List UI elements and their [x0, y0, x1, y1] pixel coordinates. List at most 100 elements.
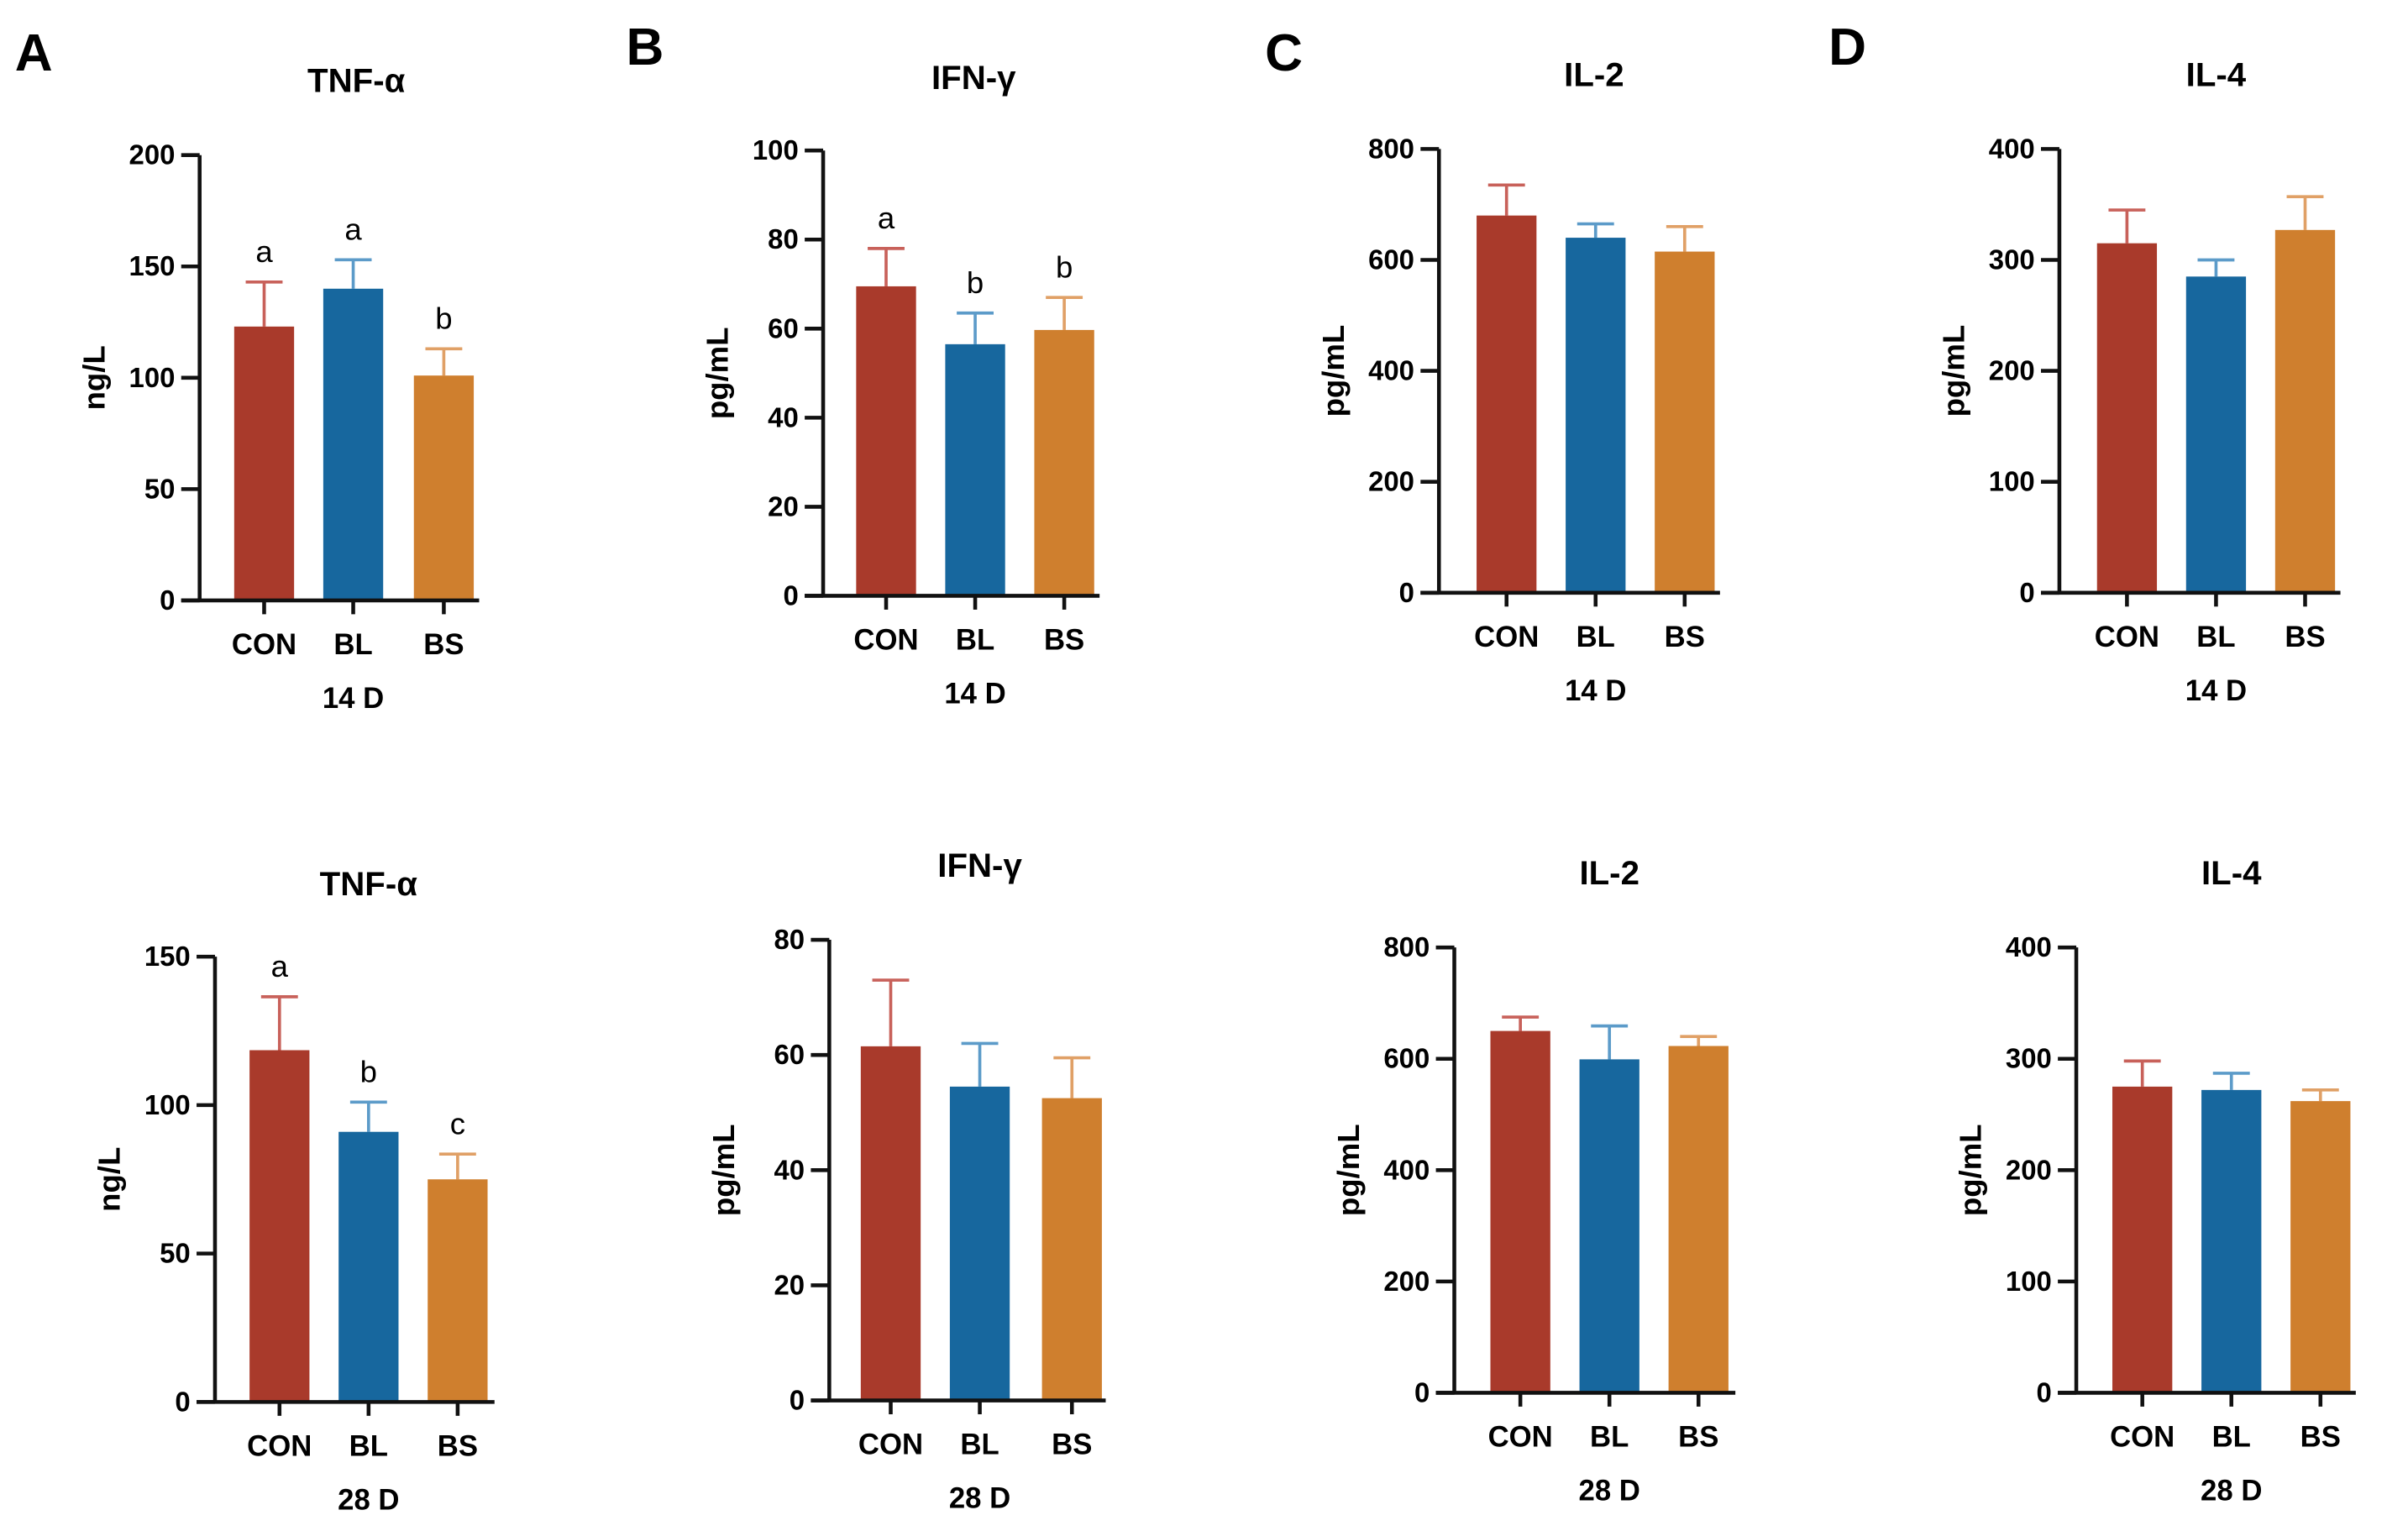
y-tick-label: 100	[129, 362, 176, 393]
y-axis-label: pg/mL	[700, 328, 735, 420]
panel-letter: B	[627, 18, 664, 76]
bar-bs	[1655, 251, 1715, 593]
significance-letter: a	[344, 212, 362, 247]
y-tick-label: 150	[129, 250, 176, 281]
x-tick-label: BL	[333, 629, 372, 661]
x-tick-label: BS	[438, 1430, 478, 1462]
y-tick-label: 0	[783, 579, 798, 611]
y-tick-label: 0	[1414, 1376, 1430, 1408]
y-axis-label: pg/mL	[1331, 1124, 1366, 1216]
y-tick-label: 200	[1368, 466, 1414, 497]
chart-title: IL-4	[2201, 854, 2262, 892]
chart-panel-3: C IL-2 pg/mL CON BL BS 14 D 0 200 400 600 800	[1265, 24, 1720, 707]
y-axis-label: pg/mL	[1937, 325, 1971, 417]
x-tick-label: CON	[1474, 621, 1539, 653]
y-tick-label: 200	[2006, 1154, 2052, 1185]
chart-title: IL-2	[1579, 854, 1639, 892]
y-tick-label: 40	[768, 401, 799, 433]
bar-bl	[945, 343, 1005, 596]
bar-bs	[2274, 229, 2336, 593]
y-tick-label: 600	[1383, 1043, 1430, 1074]
chart-panel-7: IL-2 pg/mL CON BL BS 28 D 0 200 400 600 800	[1331, 854, 1736, 1507]
y-axis-label: pg/mL	[1316, 325, 1351, 417]
x-axis-label: 14 D	[323, 683, 384, 715]
y-tick-label: 20	[774, 1269, 805, 1300]
x-tick-label: CON	[2110, 1421, 2175, 1453]
bar-con	[860, 1046, 921, 1401]
bar-bl	[1566, 238, 1626, 593]
bar-bs	[1668, 1046, 1729, 1393]
x-tick-label: BS	[1665, 621, 1705, 653]
chart-title: IFN-γ	[937, 847, 1022, 884]
chart-title: IFN-γ	[931, 59, 1016, 97]
x-tick-label: CON	[247, 1430, 312, 1462]
y-tick-label: 50	[160, 1238, 191, 1269]
x-axis-label: 14 D	[1565, 675, 1626, 707]
y-tick-label: 200	[129, 139, 176, 170]
bar-bs	[2290, 1101, 2351, 1393]
bar-con	[233, 326, 295, 600]
x-tick-label: BS	[2300, 1421, 2341, 1453]
chart-panel-6: IFN-γ pg/mL CON BL BS 28 D 0 20 40 60 80	[706, 847, 1106, 1515]
bar-bl	[323, 288, 384, 600]
y-axis-label: ng/L	[92, 1147, 127, 1212]
x-tick-label: CON	[232, 629, 296, 661]
x-axis-label: 14 D	[2185, 675, 2247, 707]
significance-letter: c	[450, 1106, 465, 1140]
y-tick-label: 0	[175, 1386, 190, 1417]
bar-bs	[1034, 329, 1094, 596]
x-tick-label: BL	[349, 1430, 388, 1462]
x-tick-label: CON	[853, 624, 918, 656]
y-tick-label: 50	[144, 473, 176, 504]
bar-con	[249, 1050, 310, 1403]
chart-panel-4: D IL-4 pg/mL CON BL BS 14 D 0 100 200 300 400	[1828, 18, 2341, 707]
y-tick-label: 600	[1368, 244, 1414, 275]
x-tick-label: BS	[1052, 1429, 1092, 1461]
y-tick-label: 800	[1383, 931, 1430, 962]
significance-letter: b	[1056, 249, 1073, 284]
y-tick-label: 400	[2006, 931, 2052, 962]
y-tick-label: 0	[160, 585, 175, 616]
y-tick-label: 60	[768, 312, 799, 343]
chart-title: TNF-α	[307, 62, 406, 100]
chart-title: IL-2	[1564, 55, 1624, 93]
bar-con	[2096, 243, 2158, 593]
x-tick-label: BL	[1576, 621, 1615, 653]
y-tick-label: 40	[774, 1154, 805, 1185]
bar-bl	[1579, 1059, 1639, 1393]
significance-letter: a	[271, 949, 289, 983]
chart-panel-5: TNF-α ng/L a CON b BL c BS 28 D 0 50 100 150	[92, 865, 495, 1516]
x-tick-label: BL	[956, 624, 994, 656]
y-tick-label: 100	[144, 1089, 191, 1120]
chart-panel-8: IL-4 pg/mL CON BL BS 28 D 0 100 200 300 400	[1954, 854, 2356, 1507]
y-tick-label: 0	[790, 1385, 805, 1416]
y-tick-label: 0	[2019, 577, 2034, 608]
x-tick-label: BL	[1590, 1421, 1629, 1453]
bar-con	[856, 286, 916, 596]
x-axis-label: 28 D	[1579, 1475, 1640, 1507]
bar-bl	[2201, 1089, 2262, 1393]
bar-con	[2112, 1086, 2173, 1393]
y-tick-label: 200	[1383, 1266, 1430, 1297]
y-tick-label: 800	[1368, 133, 1414, 164]
x-axis-label: 14 D	[944, 678, 1005, 710]
bar-bl	[949, 1086, 1010, 1401]
y-tick-label: 300	[2006, 1043, 2052, 1074]
y-axis-label: pg/mL	[1954, 1124, 1988, 1216]
y-tick-label: 300	[1989, 244, 2035, 275]
significance-letter: a	[255, 234, 273, 269]
y-tick-label: 200	[1989, 355, 2035, 386]
x-tick-label: BL	[960, 1429, 999, 1461]
chart-title: IL-4	[2186, 55, 2247, 93]
y-tick-label: 0	[1399, 577, 1414, 608]
panel-letter: A	[15, 24, 53, 82]
x-tick-label: BS	[2285, 621, 2325, 653]
x-tick-label: CON	[1488, 1421, 1553, 1453]
bar-bl	[338, 1131, 399, 1403]
y-tick-label: 80	[768, 223, 799, 254]
y-tick-label: 80	[774, 924, 805, 955]
x-tick-label: BL	[2212, 1421, 2251, 1453]
significance-letter: b	[435, 301, 452, 336]
bar-bs	[428, 1179, 488, 1403]
